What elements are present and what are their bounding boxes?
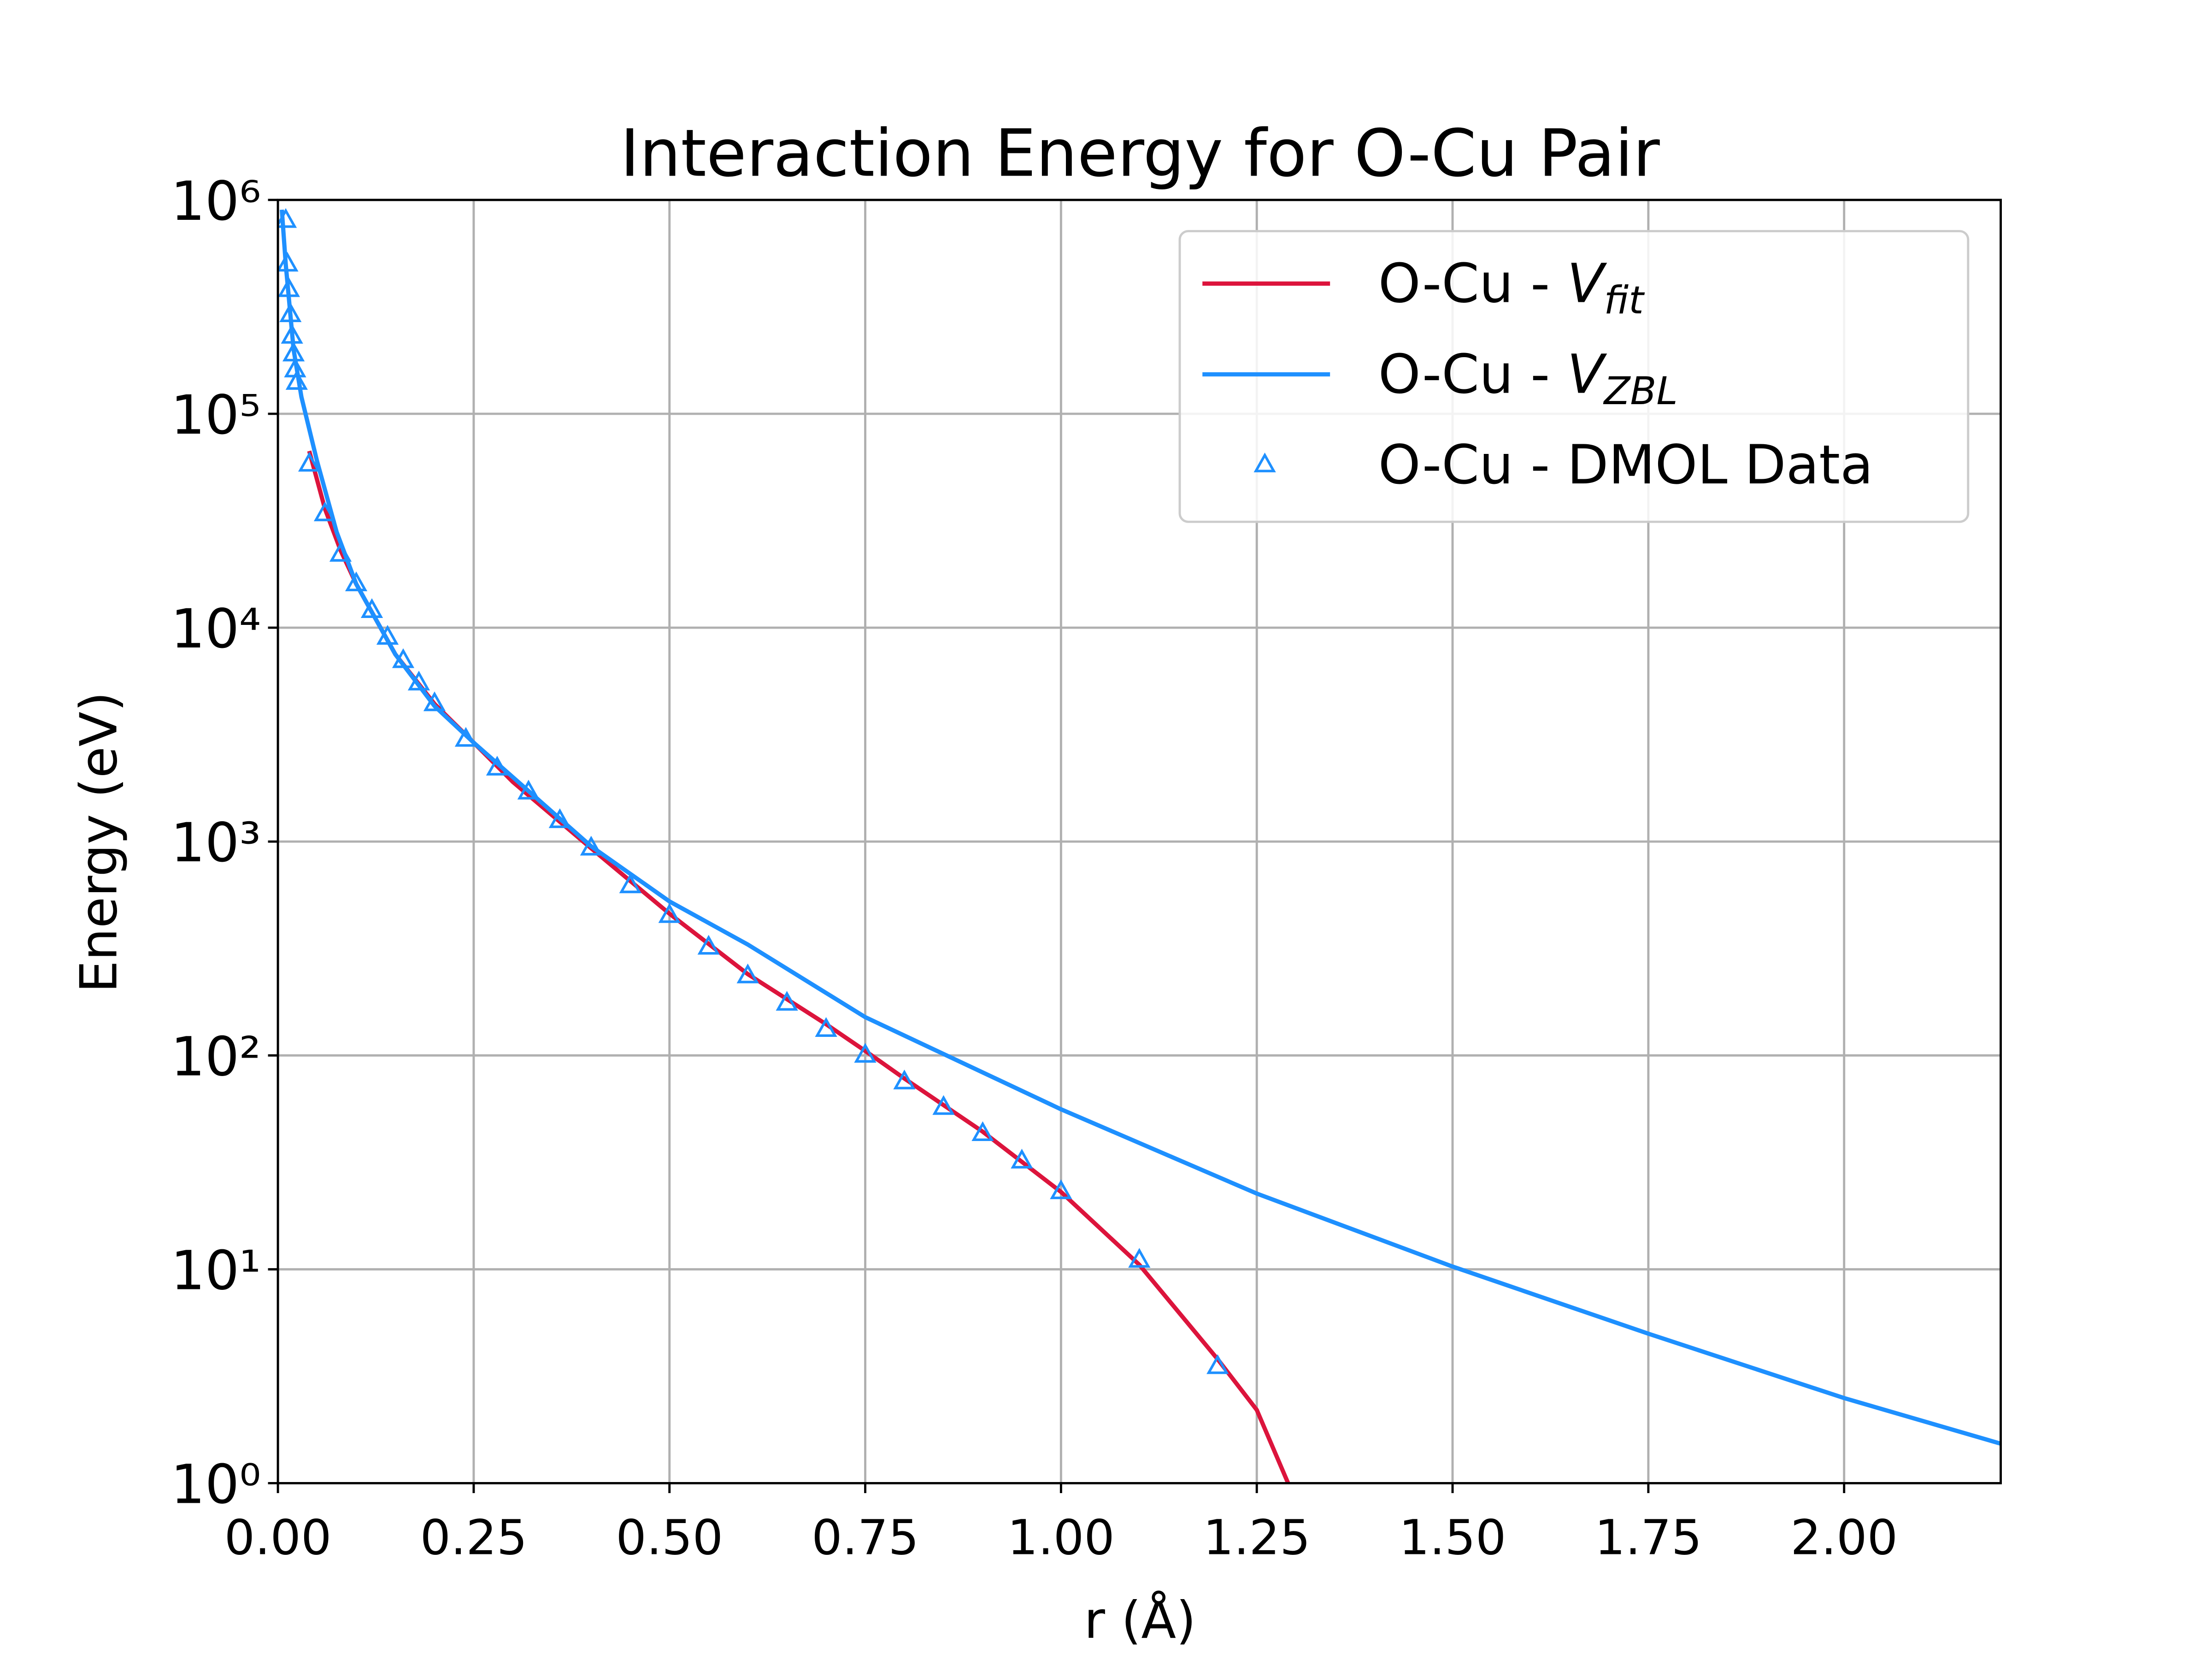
y-tick-label: 10⁴ [171,597,261,660]
x-tick-label: 1.00 [1007,1509,1115,1565]
data-point [281,324,303,344]
data-point [697,935,720,955]
chart-title: Interaction Energy for O-Cu Pair [620,116,1660,192]
legend-box [1178,230,1970,523]
data-point [1050,1179,1072,1200]
legend: O-Cu - Vfit O-Cu - VZBL O-Cu - DMOL Data [1178,230,1970,523]
data-point [278,252,299,272]
data-point [486,756,508,776]
data-point [360,598,383,618]
legend-label: O-Cu - Vfit [1378,252,1645,323]
y-tick-label: 10⁰ [171,1453,261,1516]
x-tick-label: 2.00 [1790,1509,1898,1565]
x-axis-label: r (Å) [1084,1590,1196,1650]
data-point [658,903,681,923]
series-line [279,209,2001,1446]
legend-label: O-Cu - DMOL Data [1378,433,1873,496]
data-point [392,648,415,668]
x-tick-label: 1.25 [1203,1509,1311,1565]
y-tick-label: 10⁶ [171,170,261,233]
data-point [1128,1247,1151,1268]
data-point [423,691,446,712]
data-point [548,808,571,828]
plot-area [278,208,2001,1483]
data-point [971,1121,994,1141]
data-point [278,277,300,297]
data-point [345,571,368,592]
data-point [619,873,641,894]
data-point [893,1070,916,1089]
data-point [517,780,540,800]
x-tick-label: 1.50 [1399,1509,1506,1565]
data-point [329,541,352,562]
y-tick-label: 10⁵ [171,383,261,447]
data-point [815,1017,837,1037]
data-point [279,302,302,323]
data-point [407,671,430,691]
ticks: 0.00 0.25 0.50 0.75 1.00 1.25 1.50 1.75 2.00 10⁰ 1… [171,170,1898,1565]
data-point [313,501,336,522]
data-point [736,963,759,983]
x-tick-label: 0.00 [224,1509,332,1565]
x-tick-label: 0.75 [812,1509,919,1565]
x-tick-label: 1.75 [1594,1509,1702,1565]
data-point [282,341,305,362]
data-point [298,452,321,472]
data-point [454,727,477,747]
data-point [1206,1354,1229,1374]
y-tick-label: 10¹ [171,1239,261,1302]
data-point [932,1095,955,1115]
data-point [580,835,602,856]
y-axis-label: Energy (eV) [69,692,129,993]
y-tick-label: 10³ [171,811,261,874]
data-point [854,1043,877,1063]
data-point [1011,1148,1033,1169]
x-tick-label: 0.25 [420,1509,527,1565]
data-point [278,208,297,228]
data-point [776,991,798,1011]
data-point [285,370,308,390]
data-point [376,625,399,645]
legend-marker [1253,453,1276,472]
legend-label: O-Cu - VZBL [1378,342,1678,413]
y-tick-label: 10² [171,1025,261,1088]
x-tick-label: 0.50 [616,1509,723,1565]
